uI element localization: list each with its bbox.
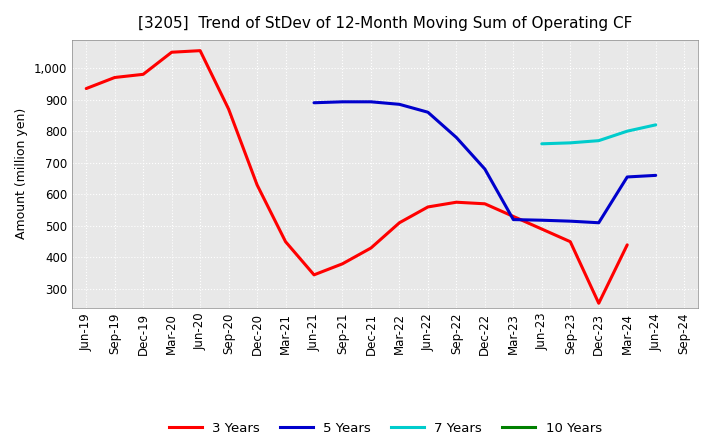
7 Years [537, 141, 546, 147]
3 Years [595, 301, 603, 306]
3 Years [366, 246, 375, 251]
3 Years [566, 239, 575, 244]
Legend: 3 Years, 5 Years, 7 Years, 10 Years: 3 Years, 5 Years, 7 Years, 10 Years [163, 417, 607, 440]
3 Years [282, 239, 290, 244]
5 Years [452, 135, 461, 140]
3 Years [225, 106, 233, 112]
3 Years [623, 242, 631, 247]
5 Years [366, 99, 375, 104]
5 Years [509, 217, 518, 222]
3 Years [338, 261, 347, 267]
5 Years [480, 166, 489, 172]
Line: 5 Years: 5 Years [314, 102, 656, 223]
Line: 7 Years: 7 Years [541, 125, 656, 144]
3 Years [110, 75, 119, 80]
3 Years [82, 86, 91, 91]
5 Years [537, 217, 546, 223]
5 Years [310, 100, 318, 106]
5 Years [623, 174, 631, 180]
3 Years [509, 214, 518, 219]
3 Years [310, 272, 318, 278]
Y-axis label: Amount (million yen): Amount (million yen) [15, 108, 28, 239]
3 Years [423, 204, 432, 209]
3 Years [395, 220, 404, 225]
5 Years [652, 173, 660, 178]
Title: [3205]  Trend of StDev of 12-Month Moving Sum of Operating CF: [3205] Trend of StDev of 12-Month Moving… [138, 16, 632, 32]
5 Years [338, 99, 347, 104]
7 Years [595, 138, 603, 143]
Line: 3 Years: 3 Years [86, 51, 627, 303]
5 Years [595, 220, 603, 225]
7 Years [623, 128, 631, 134]
7 Years [566, 140, 575, 146]
3 Years [167, 50, 176, 55]
3 Years [253, 182, 261, 187]
3 Years [537, 227, 546, 232]
3 Years [452, 200, 461, 205]
7 Years [652, 122, 660, 128]
5 Years [395, 102, 404, 107]
3 Years [196, 48, 204, 53]
5 Years [566, 219, 575, 224]
3 Years [139, 72, 148, 77]
3 Years [480, 201, 489, 206]
5 Years [423, 110, 432, 115]
